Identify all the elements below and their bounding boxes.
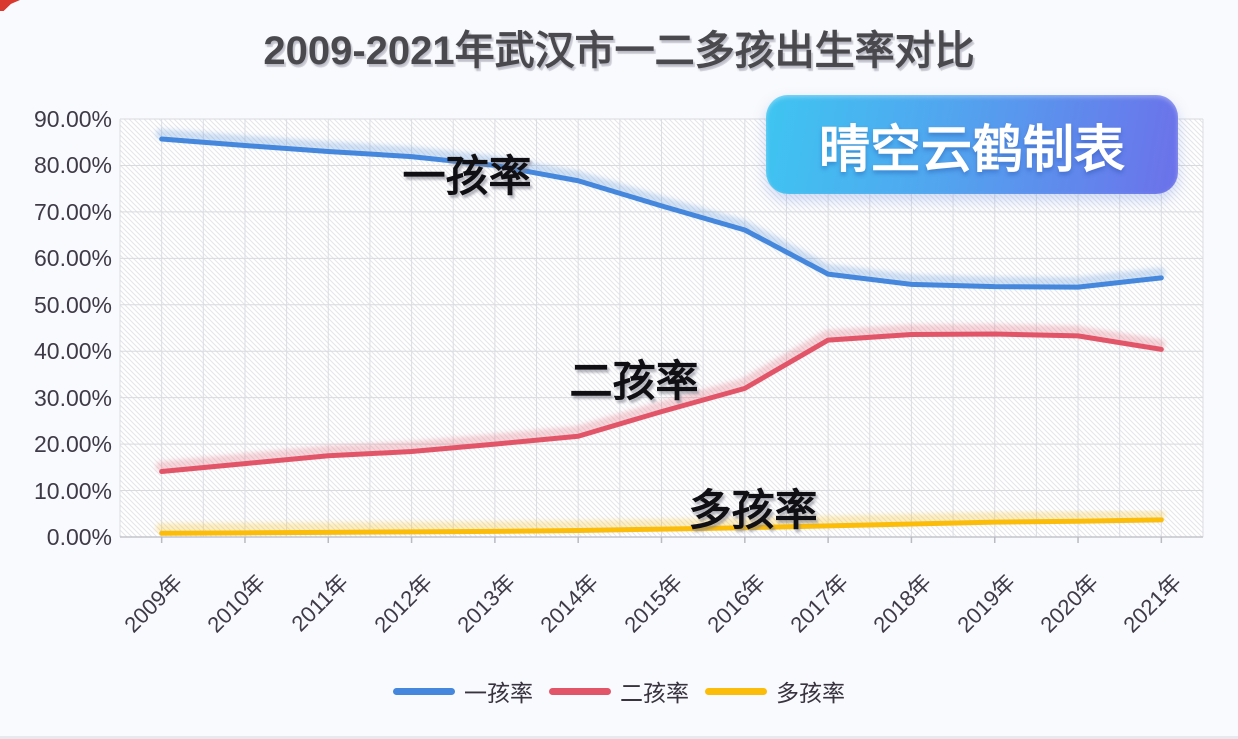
x-tick-label: 2019年 bbox=[952, 569, 1020, 638]
x-tick-label: 2014年 bbox=[535, 569, 604, 638]
series-label-二孩率: 二孩率 bbox=[569, 358, 699, 406]
y-tick-label: 70.00% bbox=[33, 198, 112, 225]
legend-item: 多孩率 bbox=[705, 674, 845, 708]
x-tick-label: 2016年 bbox=[702, 569, 771, 638]
y-tick-label: 80.00% bbox=[33, 152, 112, 179]
page-title: 2009-2021年武汉市一二多孩出生率对比 bbox=[263, 29, 975, 73]
x-tick-label: 2017年 bbox=[785, 569, 854, 638]
series-halo-二孩率 bbox=[155, 324, 1166, 472]
y-tick-label: 60.00% bbox=[33, 245, 112, 272]
x-tick-label: 2020年 bbox=[1035, 569, 1104, 638]
y-tick-label: 10.00% bbox=[33, 477, 112, 504]
legend: 一孩率 二孩率 多孩率 bbox=[0, 674, 1238, 708]
legend-item: 一孩率 bbox=[393, 674, 533, 708]
x-tick-label: 2010年 bbox=[202, 569, 271, 638]
legend-item: 二孩率 bbox=[549, 674, 689, 708]
watermark-badge: 晴空云鹤制表 bbox=[766, 95, 1178, 194]
legend-swatch bbox=[393, 687, 455, 695]
x-tick-label: 2021年 bbox=[1118, 569, 1187, 638]
series-halo-多孩率 bbox=[155, 509, 1166, 534]
y-tick-label: 30.00% bbox=[33, 384, 112, 411]
legend-swatch bbox=[705, 687, 767, 695]
x-tick-label: 2009年 bbox=[119, 569, 187, 638]
legend-label: 二孩率 bbox=[620, 680, 689, 706]
legend-swatch bbox=[549, 687, 611, 695]
y-tick-label: 90.00% bbox=[33, 106, 112, 132]
series-label-多孩率: 多孩率 bbox=[688, 487, 818, 535]
y-axis: 90.00% 80.00% 70.00% 60.00% 50.00% 40.00% 30.0… bbox=[0, 0, 112, 736]
series-halo-一孩率 bbox=[155, 128, 1166, 288]
x-tick-label: 2011年 bbox=[286, 569, 354, 637]
x-tick-label: 2013年 bbox=[452, 569, 521, 638]
y-tick-label: 50.00% bbox=[33, 291, 112, 318]
watermark-badge-text: 晴空云鹤制表 bbox=[818, 120, 1125, 178]
series-line-一孩率 bbox=[159, 136, 1164, 290]
y-tick-label: 40.00% bbox=[33, 338, 112, 365]
x-tick-label: 2015年 bbox=[618, 569, 687, 638]
x-tick-label: 2018年 bbox=[868, 569, 937, 638]
legend-label: 一孩率 bbox=[464, 680, 533, 706]
y-tick-label: 0.00% bbox=[46, 524, 112, 550]
y-tick-label: 20.00% bbox=[33, 431, 112, 458]
series-label-一孩率: 一孩率 bbox=[402, 153, 532, 201]
series-line-多孩率 bbox=[159, 517, 1164, 536]
legend-label: 多孩率 bbox=[776, 680, 845, 706]
x-tick-label: 2012年 bbox=[368, 569, 437, 638]
series-line-二孩率 bbox=[159, 331, 1164, 475]
